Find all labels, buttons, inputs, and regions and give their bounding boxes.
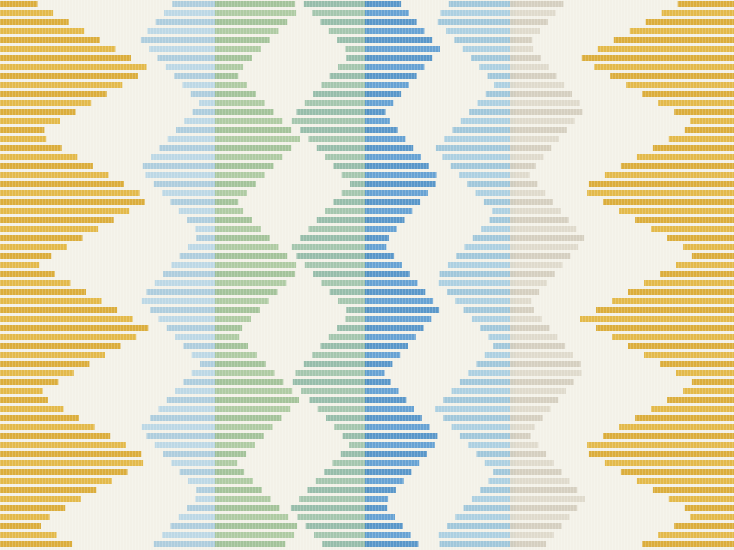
woven-textile xyxy=(0,0,734,550)
thread-texture xyxy=(0,0,734,550)
page: (() => { const data = JSON.parse(documen… xyxy=(0,0,734,550)
